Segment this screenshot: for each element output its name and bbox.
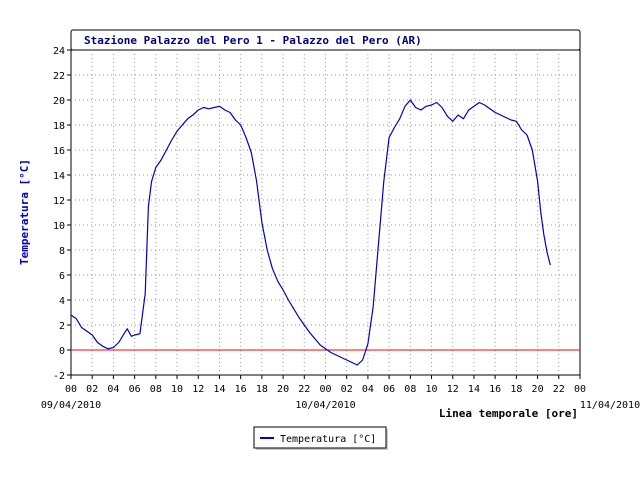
x-tick-label: 22 [298, 384, 310, 395]
x-tick-label: 00 [574, 384, 586, 395]
x-tick-label: 00 [65, 384, 77, 395]
y-tick-label: 18 [53, 121, 65, 132]
x-axis-label: Linea temporale [ore] [439, 407, 578, 420]
legend-label: Temperatura [°C] [280, 434, 376, 445]
y-tick-label: 6 [59, 271, 65, 282]
chart-title: Stazione Palazzo del Pero 1 - Palazzo de… [84, 34, 422, 47]
x-tick-label: 12 [192, 384, 204, 395]
y-tick-label: 20 [53, 96, 65, 107]
y-tick-label: 8 [59, 246, 65, 257]
y-tick-label: 2 [59, 321, 65, 332]
y-tick-label: 0 [59, 346, 65, 357]
legend: Temperatura [°C] [253, 426, 388, 450]
x-tick-label: 00 [319, 384, 331, 395]
x-tick-label: 18 [256, 384, 268, 395]
y-tick-label: 10 [53, 221, 65, 232]
x-tick-label: 08 [404, 384, 416, 395]
y-tick-label: 12 [53, 196, 65, 207]
y-tick-label: 22 [53, 71, 65, 82]
y-tick-label: 24 [53, 46, 65, 57]
y-axis-label: Temperatura [°C] [18, 159, 31, 265]
x-tick-label: 04 [362, 384, 374, 395]
y-tick-label: 14 [53, 171, 65, 182]
x-tick-label: 12 [447, 384, 459, 395]
series-group [70, 99, 551, 366]
date-label: 11/04/2010 [580, 400, 640, 411]
x-tick-label: 14 [468, 384, 480, 395]
x-tick-label: 22 [553, 384, 565, 395]
date-labels: 09/04/2010 10/04/2010 11/04/2010 [41, 400, 640, 411]
y-tick-label: -2 [53, 371, 65, 382]
x-axis: 00 02 04 06 08 10 12 14 16 18 20 22 00 02 04 06 08 10 12 14… [65, 375, 586, 395]
date-label: 10/04/2010 [295, 400, 355, 411]
x-tick-label: 18 [510, 384, 522, 395]
x-tick-label: 06 [129, 384, 141, 395]
x-tick-label: 20 [277, 384, 289, 395]
x-tick-label: 16 [235, 384, 247, 395]
y-tick-label: 16 [53, 146, 65, 157]
temperature-series-line [70, 99, 551, 366]
grid [71, 50, 580, 375]
x-tick-label: 10 [171, 384, 183, 395]
x-tick-label: 16 [489, 384, 501, 395]
y-tick-label: 4 [59, 296, 65, 307]
plot-area [70, 49, 581, 376]
x-tick-label: 06 [383, 384, 395, 395]
x-tick-label: 04 [107, 384, 119, 395]
x-tick-label: 14 [213, 384, 225, 395]
x-tick-label: 08 [150, 384, 162, 395]
date-label: 09/04/2010 [41, 400, 101, 411]
x-tick-label: 02 [86, 384, 98, 395]
x-tick-label: 20 [532, 384, 544, 395]
x-tick-label: 02 [341, 384, 353, 395]
x-tick-label: 10 [426, 384, 438, 395]
